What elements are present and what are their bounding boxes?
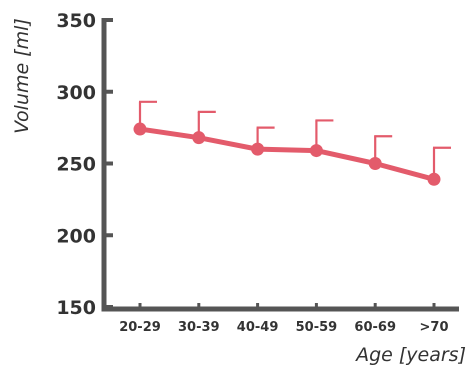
x-ticks: 20-29 30-39 40-49 50-59 60-69 >70	[119, 303, 448, 335]
y-tick-label: 350	[56, 10, 96, 32]
error-bars	[138, 100, 451, 180]
series-line	[137, 126, 437, 182]
y-ticks: 350 300 250 200 150	[56, 10, 113, 319]
axes	[101, 18, 459, 312]
x-axis-label: Age [years]	[354, 344, 466, 366]
y-axis-label: Volume [ml]	[11, 18, 33, 134]
y-tick-label: 250	[56, 154, 96, 176]
data-point	[427, 172, 441, 186]
x-tick-label: 30-39	[178, 320, 220, 335]
x-tick-label: 60-69	[354, 320, 396, 335]
data-point	[133, 122, 147, 136]
data-point	[309, 144, 323, 158]
data-point	[368, 157, 382, 170]
x-tick-label: 20-29	[119, 320, 161, 335]
y-tick-label: 300	[56, 82, 96, 104]
y-tick-label: 200	[56, 225, 96, 247]
x-tick-label: >70	[420, 320, 449, 335]
data-point	[251, 142, 265, 156]
x-tick-label: 50-59	[296, 320, 338, 335]
x-tick-label: 40-49	[237, 320, 279, 335]
series-group	[133, 122, 441, 186]
data-point	[192, 131, 206, 145]
y-tick-label: 150	[56, 297, 96, 319]
